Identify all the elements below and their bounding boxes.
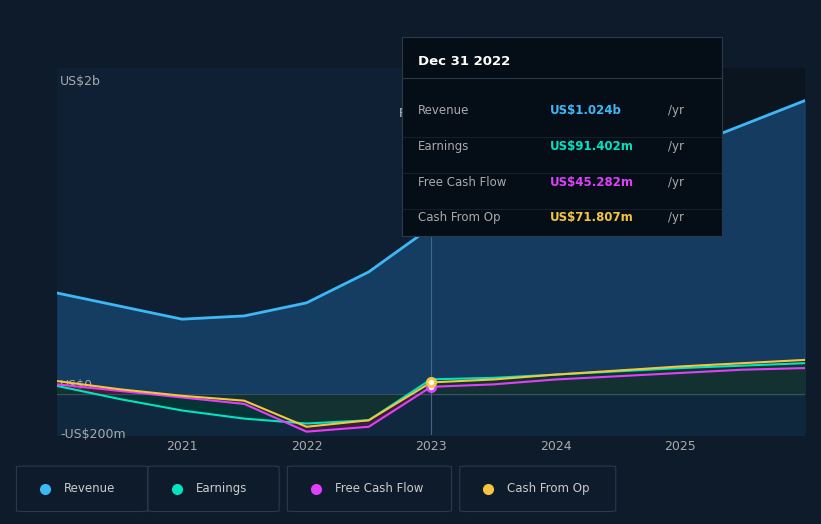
Text: /yr: /yr xyxy=(668,140,684,152)
Text: US$71.807m: US$71.807m xyxy=(549,211,633,224)
Text: US$2b: US$2b xyxy=(60,74,101,88)
Text: Free Cash Flow: Free Cash Flow xyxy=(418,176,507,189)
Text: US$0: US$0 xyxy=(60,379,93,392)
Text: Past: Past xyxy=(399,107,424,120)
Text: /yr: /yr xyxy=(668,176,684,189)
Text: US$45.282m: US$45.282m xyxy=(549,176,634,189)
Text: Cash From Op: Cash From Op xyxy=(418,211,501,224)
Text: Revenue: Revenue xyxy=(64,482,116,495)
Text: /yr: /yr xyxy=(668,104,684,117)
Text: Earnings: Earnings xyxy=(418,140,470,152)
Text: Free Cash Flow: Free Cash Flow xyxy=(335,482,424,495)
Text: US$91.402m: US$91.402m xyxy=(549,140,634,152)
Text: Analysts Forecasts: Analysts Forecasts xyxy=(438,107,553,120)
Text: Dec 31 2022: Dec 31 2022 xyxy=(418,54,511,68)
Text: Earnings: Earnings xyxy=(195,482,247,495)
Text: /yr: /yr xyxy=(668,211,684,224)
Text: Cash From Op: Cash From Op xyxy=(507,482,589,495)
Text: US$1.024b: US$1.024b xyxy=(549,104,621,117)
Text: Revenue: Revenue xyxy=(418,104,470,117)
Text: -US$200m: -US$200m xyxy=(60,428,126,441)
Bar xyxy=(431,68,805,435)
